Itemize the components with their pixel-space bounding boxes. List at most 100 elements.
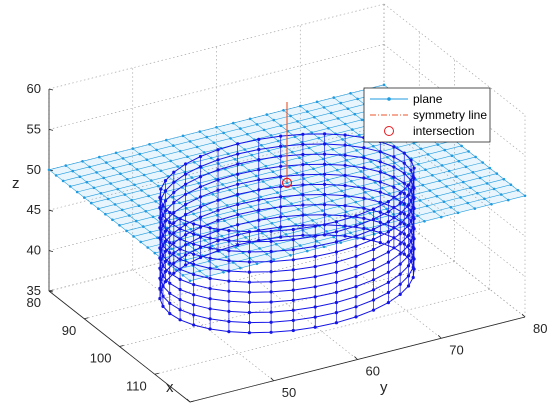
x-tick-label: 100 <box>90 351 112 366</box>
plane-point <box>204 187 208 190</box>
plane-point <box>341 138 344 141</box>
plane-point <box>258 247 261 250</box>
plane-point <box>288 166 292 169</box>
plane-point <box>248 117 252 121</box>
plane-point <box>359 170 363 173</box>
plane-point <box>466 201 470 205</box>
plane-point <box>233 158 237 161</box>
plane-point <box>315 100 319 104</box>
plane-point <box>473 207 477 210</box>
z-tick-label: 50 <box>27 162 41 177</box>
cylinder-point <box>208 327 212 331</box>
plane-point <box>61 179 65 183</box>
plane-point <box>228 188 231 192</box>
plane-point <box>220 234 224 238</box>
plane-point <box>144 210 148 213</box>
plane-point <box>135 219 138 223</box>
cylinder-point <box>168 312 172 316</box>
cylinder-point <box>378 241 382 245</box>
plane-point <box>149 230 152 234</box>
plane-point <box>490 203 493 206</box>
plane-point <box>425 204 429 208</box>
plane-point <box>417 162 420 166</box>
plane-point <box>229 137 232 140</box>
plane-point <box>222 271 225 274</box>
plane-point <box>360 118 364 122</box>
plane-point <box>346 107 350 110</box>
y-tick-label: 70 <box>449 342 463 357</box>
cylinder-point <box>163 179 168 183</box>
plane-point <box>339 101 343 105</box>
plane-point <box>455 175 458 178</box>
cylinder-series <box>158 132 416 335</box>
y-tick-mark <box>270 377 275 382</box>
cylinder-point <box>269 229 273 233</box>
plane-point <box>111 218 114 222</box>
plane-point <box>326 178 329 182</box>
plane-point <box>181 274 185 277</box>
plane-point <box>442 200 446 203</box>
plane-point <box>188 140 192 143</box>
plane-point <box>354 200 358 204</box>
plane-point <box>306 249 309 253</box>
cylinder-point <box>279 134 283 138</box>
grid-line-left-wall-z <box>48 124 385 211</box>
x-tick-mark <box>154 372 159 375</box>
plane-point <box>118 224 121 227</box>
plane-point <box>460 144 463 148</box>
plane-point <box>226 152 230 156</box>
plane-point <box>329 111 333 115</box>
plane-point <box>121 157 125 160</box>
plane-point <box>269 134 273 137</box>
plane-point <box>368 211 372 215</box>
plane-point <box>90 201 93 205</box>
plane-point <box>349 92 352 95</box>
plane-point <box>311 219 314 222</box>
plane-point <box>478 176 482 180</box>
plane-point <box>481 161 485 164</box>
cylinder-point <box>236 142 240 146</box>
plane-point <box>75 190 79 194</box>
plane-point <box>113 203 117 206</box>
plane-point <box>214 177 217 181</box>
plane-point <box>130 198 134 202</box>
plane-point <box>317 136 321 140</box>
plane-point <box>495 172 499 175</box>
plane-point <box>284 233 288 236</box>
plane-point <box>179 149 182 153</box>
plane-point <box>385 207 388 211</box>
plane-point <box>265 252 269 256</box>
plane-point <box>469 186 472 189</box>
plane-point <box>281 160 284 164</box>
plane-point <box>418 199 422 202</box>
plane-point <box>146 246 149 249</box>
plane-point <box>178 201 181 205</box>
z-tick-label: 45 <box>27 202 41 217</box>
plane-point <box>135 168 139 171</box>
plane-point <box>321 209 324 212</box>
plane-point <box>106 197 110 201</box>
plane-point <box>78 175 82 178</box>
plane-point <box>303 125 306 129</box>
legend-entry-intersection: intersection <box>384 124 474 138</box>
plane-point <box>449 206 453 209</box>
plane-point <box>322 245 326 249</box>
z-tick-mark <box>48 209 54 212</box>
legend-label-intersection: intersection <box>413 124 474 138</box>
plane-point <box>358 133 361 137</box>
plane-point <box>64 164 68 167</box>
plane-point <box>295 171 299 175</box>
plane-point <box>261 231 264 235</box>
plane-point <box>221 183 224 186</box>
legend-entry-symmetry-line: symmetry line <box>370 108 487 122</box>
plane-point <box>104 212 107 216</box>
plane-point <box>239 127 242 130</box>
plane-point <box>265 113 269 116</box>
intersection-series <box>281 177 293 188</box>
cylinder-point <box>402 252 406 256</box>
plane-point <box>165 138 168 142</box>
plane-point <box>272 258 276 261</box>
cylinder-point <box>159 187 163 191</box>
plane-point <box>239 266 242 270</box>
x-tick-label: 80 <box>27 295 41 310</box>
